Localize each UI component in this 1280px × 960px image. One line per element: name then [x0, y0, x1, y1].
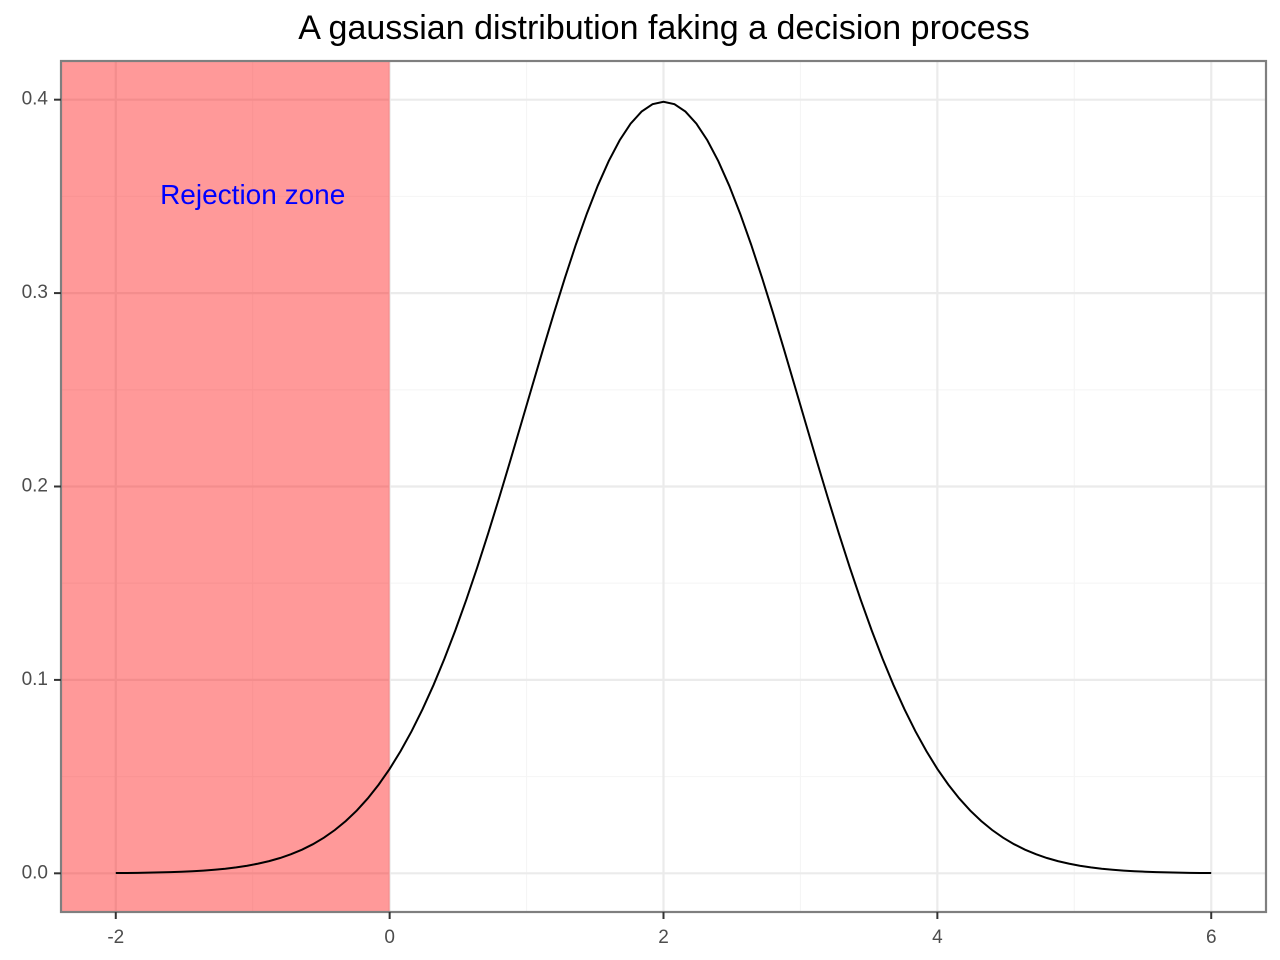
x-tick-label: 2 [658, 927, 669, 948]
y-tick-label: 0.3 [22, 282, 48, 303]
rejection-zone-label: Rejection zone [160, 179, 345, 210]
x-axis: -2 0 2 4 6 [107, 912, 1217, 948]
y-tick-label: 0.0 [22, 862, 48, 883]
major-grid [61, 61, 1266, 912]
y-tick-label: 0.4 [22, 89, 49, 110]
x-tick-label: 4 [932, 927, 943, 948]
x-tick-label: 0 [384, 927, 395, 948]
density-curve [115, 100, 1212, 875]
density-curve-layer [115, 100, 1212, 875]
rejection-region [61, 61, 390, 912]
x-tick-label: 6 [1206, 927, 1217, 948]
chart-title: A gaussian distribution faking a decisio… [298, 9, 1029, 47]
y-tick-label: 0.1 [22, 669, 48, 690]
y-axis: 0.0 0.1 0.2 0.3 0.4 [22, 89, 61, 883]
y-tick-label: 0.2 [22, 476, 48, 497]
annotation-layer: Rejection zone [160, 179, 345, 210]
x-tick-label: -2 [107, 927, 124, 948]
rejection-zone-rect [61, 61, 390, 912]
